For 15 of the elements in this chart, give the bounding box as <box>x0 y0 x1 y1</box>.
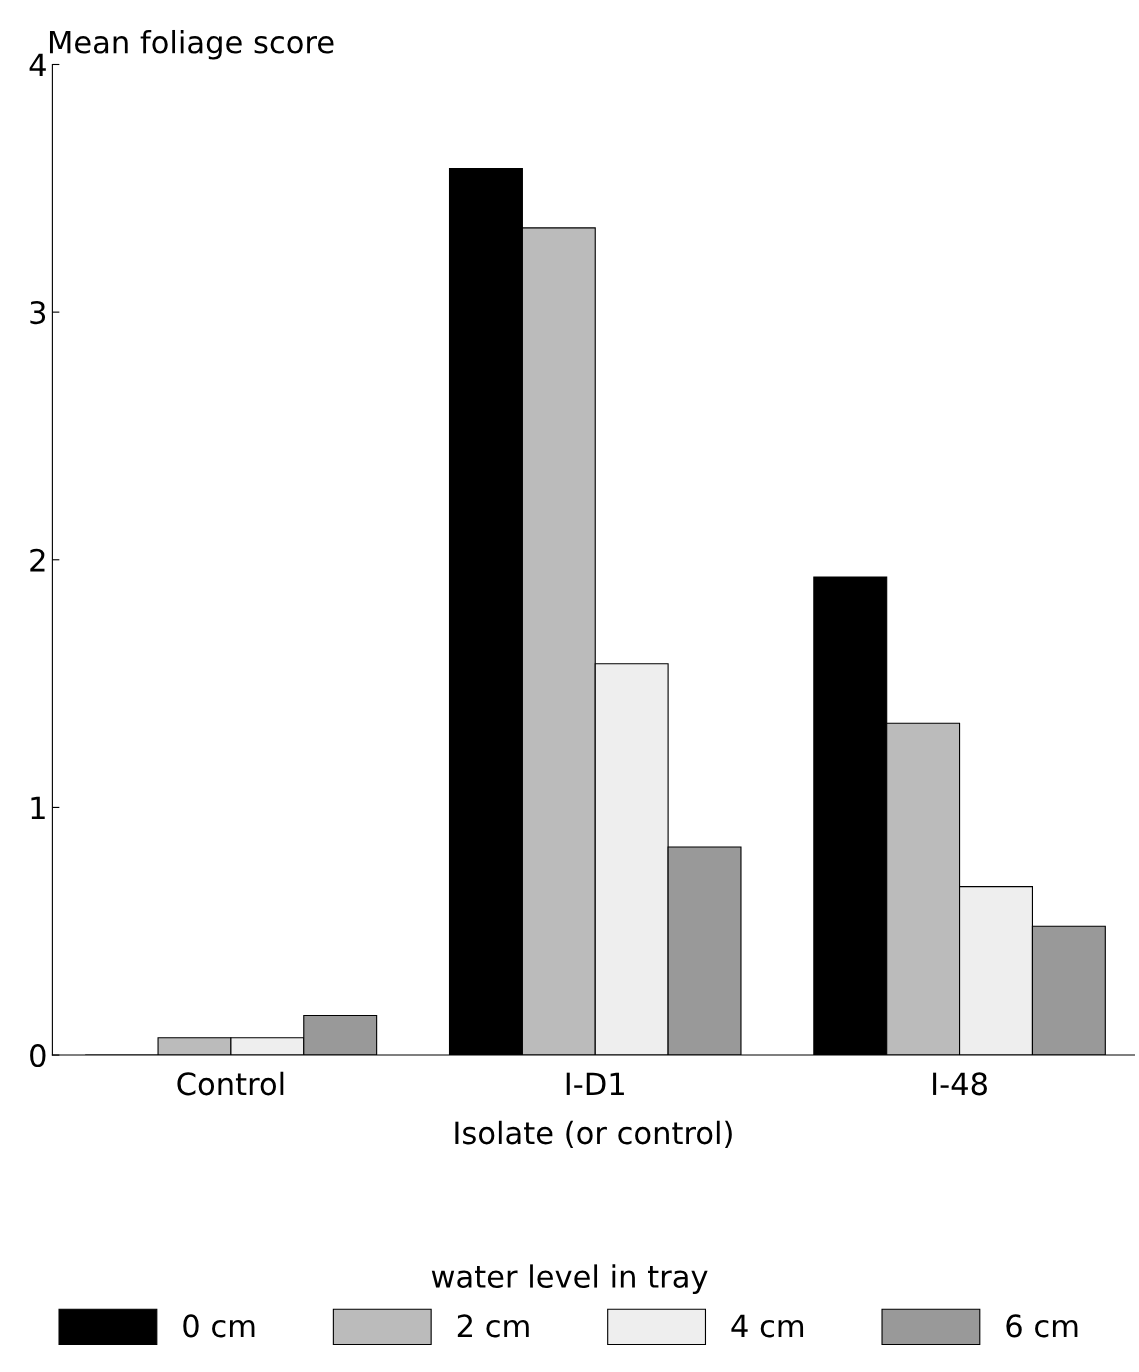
x-axis-title: Isolate (or control) <box>455 1120 732 1148</box>
legend-label: 4 cm <box>731 1314 804 1338</box>
legend-label: 0 cm <box>183 1314 255 1338</box>
y-tick-label: 2 <box>30 548 45 572</box>
y-tick-label: 1 <box>31 796 45 820</box>
legend-title: water level in tray <box>431 1264 708 1294</box>
x-tick-label: I-D1 <box>566 1072 624 1095</box>
y-axis-title: Mean foliage score <box>49 29 334 60</box>
legend-label: 2 cm <box>457 1314 529 1338</box>
legend-label: 6 cm <box>1006 1314 1078 1338</box>
x-tick-label: Control <box>177 1071 284 1096</box>
y-tick-label: 4 <box>29 53 46 77</box>
x-tick-label: I-48 <box>933 1072 987 1096</box>
y-tick-label: 3 <box>30 301 46 325</box>
y-tick-label: 0 <box>30 1044 46 1068</box>
